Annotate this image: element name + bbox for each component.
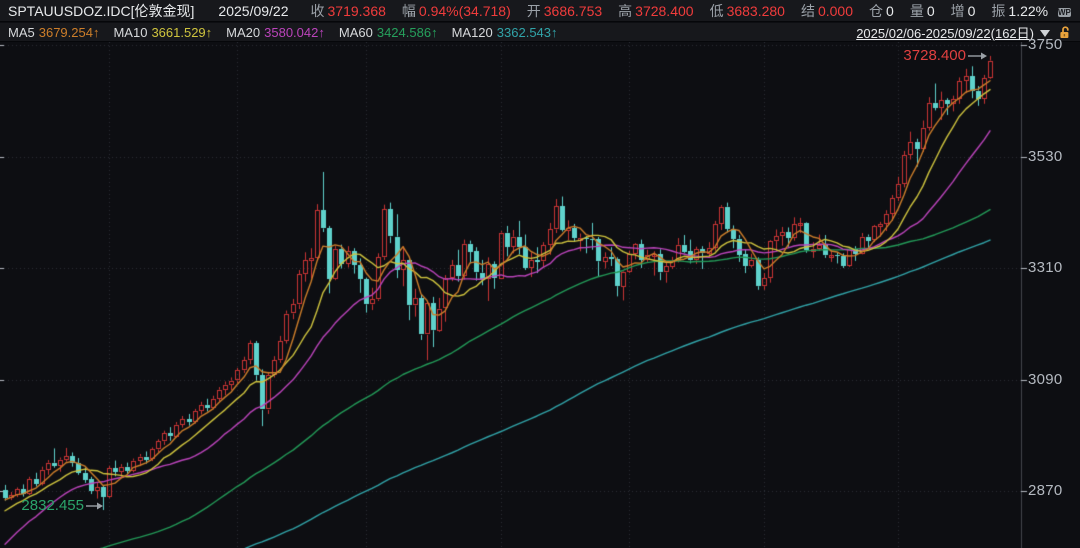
- quote-bar: SPTAUUSDOZ.IDC[伦敦金现] 2025/09/22 收 3719.36…: [0, 0, 1080, 22]
- wp-monitor-icon[interactable]: WP: [1058, 8, 1071, 17]
- field-close: 收 3719.368: [310, 2, 386, 19]
- field-settle: 结 0.000: [800, 2, 854, 19]
- quote-date: 2025/09/22: [218, 2, 289, 19]
- ma-legend-bar: MA5 3679.254↑ MA10 3661.529↑ MA20 3580.042↑ MA…: [0, 23, 1080, 42]
- ma-item-ma60: MA60 3424.586↑: [338, 24, 438, 40]
- symbol-name: SPTAUUSDOZ.IDC[伦敦金现]: [8, 2, 195, 19]
- price-tick-label: 3530: [1028, 148, 1063, 165]
- date-range-text[interactable]: 2025/02/06-2025/09/22(162日): [856, 25, 1034, 41]
- arrow-right-icon: [86, 502, 103, 509]
- chevron-down-icon[interactable]: [1040, 29, 1050, 37]
- price-annotation-low: 2832.455: [21, 497, 104, 514]
- field-amplitude: 振 1.22%: [991, 2, 1049, 19]
- price-annotation-high: 3728.400: [903, 47, 988, 64]
- ma-item-ma5: MA5 3679.254↑: [8, 24, 100, 40]
- field-open: 开 3686.753: [526, 2, 603, 19]
- price-tick-label: 3090: [1028, 371, 1063, 388]
- ma-item-ma20: MA20 3580.042↑: [226, 24, 325, 40]
- field-range: 幅 0.94%(34.718): [401, 2, 511, 19]
- chart-canvas[interactable]: [0, 42, 1080, 548]
- ma-values: MA5 3679.254↑ MA10 3661.529↑ MA20 3580.042↑ MA…: [8, 25, 572, 40]
- ma-item-ma10: MA10 3661.529↑: [113, 24, 213, 40]
- candlestick-chart[interactable]: 3750 3530 3310 3090 2870 3728.400 2832.455: [0, 36, 1080, 548]
- field-low: 低 3683.280: [709, 2, 785, 19]
- price-tick-label: 3750: [1028, 36, 1063, 53]
- unlock-icon[interactable]: [1058, 25, 1072, 39]
- ma-item-ma120: MA120 3362.543↑: [451, 24, 558, 40]
- price-tick-label: 3310: [1028, 259, 1063, 276]
- field-high: 高 3728.400: [618, 2, 694, 19]
- price-tick-label: 2870: [1028, 482, 1063, 499]
- date-range-selector[interactable]: 2025/02/06-2025/09/22(162日): [856, 23, 1072, 42]
- arrow-right-icon: [968, 52, 987, 59]
